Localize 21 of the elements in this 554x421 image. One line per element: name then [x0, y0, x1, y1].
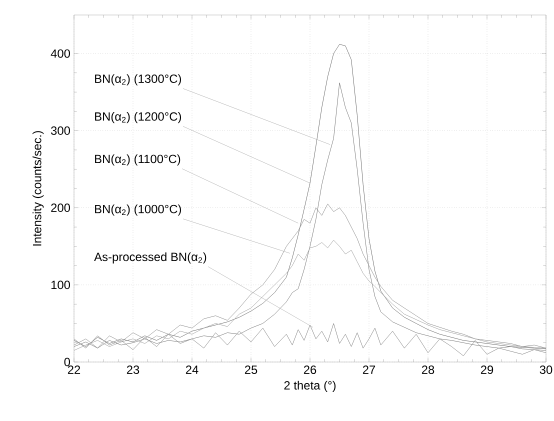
annotation: BN(α$_{2}$) (1100°C)	[95, 154, 180, 166]
x-tick-label: 25	[244, 366, 258, 374]
annotation: As-processed BN(α$_{2}$)	[94, 252, 206, 264]
x-tick-label: 28	[422, 366, 434, 374]
y-tick-label: 100	[51, 280, 70, 290]
x-axis-title: 2 theta (°)	[284, 380, 336, 392]
annotation: BN(α$_{2}$) (1000°C)	[95, 204, 182, 216]
y-tick-label: 400	[50, 49, 70, 58]
x-tick-label: 30	[540, 366, 552, 374]
x-tick-label: 22	[68, 366, 80, 374]
x-tick-label: 26	[304, 366, 316, 374]
x-tick-label: 27	[362, 366, 376, 374]
annotation: BN(α$_{2}$) (1200°C)	[95, 112, 182, 124]
y-tick-label: 200	[51, 204, 70, 212]
x-tick-label: 24	[186, 366, 198, 374]
y-tick-label: 0	[64, 358, 70, 366]
annotation: BN(α$_{2}$) (1300°C)	[95, 74, 182, 86]
x-tick-label: 29	[480, 366, 494, 374]
y-tick-label: 300	[50, 126, 70, 135]
x-tick-label: 23	[126, 366, 140, 374]
y-axis-title: Intensity (counts/sec.)	[32, 131, 44, 246]
